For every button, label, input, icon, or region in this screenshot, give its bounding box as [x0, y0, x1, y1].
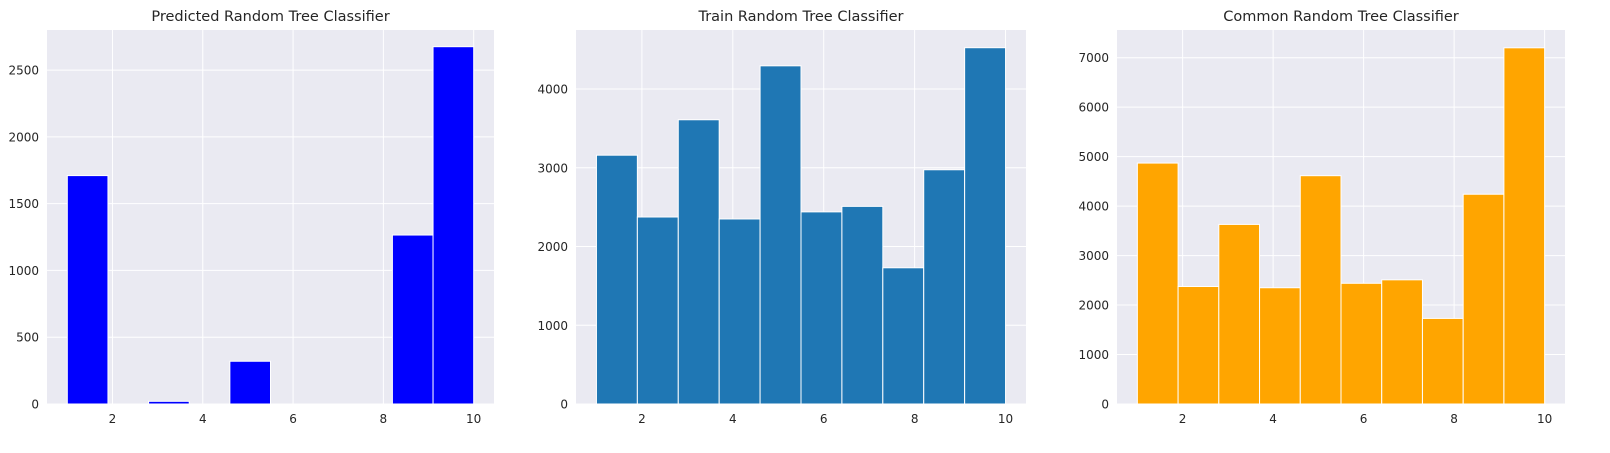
train-x-tick-label-3: 8	[911, 412, 919, 426]
train-bar-0	[595, 154, 638, 405]
train-bar-2	[677, 119, 720, 405]
predicted-y-tick-label-3: 1500	[8, 197, 39, 211]
common-x-tick-label-0: 2	[1179, 412, 1187, 426]
train-bar-6	[841, 205, 884, 405]
predicted-bar-8	[391, 234, 434, 405]
chart-train: 0 1000 2000 3000 4000 2 4 6 8 10 Train Random Tree…	[520, 0, 1060, 449]
train-x-tick-label-4: 10	[998, 412, 1013, 426]
predicted-x-tick-label-1: 4	[199, 412, 207, 426]
common-y-tick-label-7: 7000	[1078, 51, 1109, 65]
common-y-tick-label-5: 5000	[1078, 150, 1109, 164]
train-x-tick-label-0: 2	[638, 412, 646, 426]
common-bar-3	[1259, 287, 1301, 405]
common-bar-4	[1299, 175, 1342, 405]
train-bar-4	[759, 65, 802, 405]
common-bar-7	[1421, 317, 1464, 405]
predicted-bar-4	[229, 360, 271, 405]
chart-train-svg: 0 1000 2000 3000 4000 2 4 6 8 10 Train Random Tree…	[537, 9, 1026, 426]
common-bar-8	[1462, 193, 1505, 405]
common-y-tick-label-6: 6000	[1078, 101, 1109, 115]
train-chart-title: Train Random Tree Classifier	[697, 9, 903, 25]
common-y-tick-label-3: 3000	[1078, 249, 1109, 263]
train-bar-3	[718, 218, 761, 405]
train-bar-5	[800, 211, 843, 405]
chart-common: 0 1000 2000 3000 4000 5000 6000 7000 2 4 6 8 10 Commo…	[1060, 0, 1610, 449]
train-bar-1	[636, 216, 679, 405]
train-y-tick-label-4: 4000	[537, 83, 568, 97]
common-bar-0	[1136, 162, 1179, 405]
predicted-x-tick-label-2: 6	[289, 412, 297, 426]
common-y-tick-label-0: 0	[1101, 398, 1109, 412]
predicted-y-tick-label-4: 2000	[8, 130, 39, 144]
train-y-tick-label-0: 0	[560, 398, 568, 412]
predicted-bar-0	[66, 175, 109, 405]
common-bar-2	[1218, 223, 1261, 405]
chart-predicted-svg: 0 500 1000 1500 2000 2500 2 4 6 8 10 Predicted Rand…	[8, 9, 494, 426]
common-bar-9	[1503, 47, 1546, 405]
predicted-y-tick-label-1: 500	[16, 331, 39, 345]
common-bar-1	[1177, 286, 1220, 405]
common-y-tick-label-1: 1000	[1078, 348, 1109, 362]
predicted-x-tick-label-4: 10	[466, 412, 481, 426]
train-x-tick-label-1: 4	[729, 412, 737, 426]
common-y-tick-label-2: 2000	[1078, 299, 1109, 313]
train-bar-7	[882, 267, 925, 405]
predicted-y-tick-label-2: 1000	[8, 264, 39, 278]
common-bar-5	[1340, 282, 1383, 405]
common-x-tick-label-4: 10	[1537, 412, 1552, 426]
common-x-tick-label-1: 4	[1269, 412, 1277, 426]
predicted-y-tick-label-0: 0	[31, 398, 39, 412]
predicted-bar-2	[148, 400, 190, 405]
chart-predicted: 0 500 1000 1500 2000 2500 2 4 6 8 10 Predicted Rand…	[0, 0, 520, 449]
common-x-tick-label-2: 6	[1360, 412, 1368, 426]
train-y-tick-label-2: 2000	[537, 240, 568, 254]
predicted-x-tick-label-3: 8	[380, 412, 388, 426]
common-chart-title: Common Random Tree Classifier	[1223, 9, 1459, 25]
train-bar-9	[964, 47, 1007, 405]
common-y-tick-label-4: 4000	[1078, 200, 1109, 214]
predicted-bar-9	[432, 46, 475, 405]
predicted-x-tick-label-0: 2	[109, 412, 117, 426]
train-bar-8	[923, 169, 966, 405]
train-y-tick-label-1: 1000	[537, 319, 568, 333]
common-x-tick-label-3: 8	[1450, 412, 1458, 426]
common-bar-6	[1381, 279, 1423, 405]
train-x-tick-label-2: 6	[820, 412, 828, 426]
chart-common-svg: 0 1000 2000 3000 4000 5000 6000 7000 2 4 6 8 10 Commo…	[1078, 9, 1565, 426]
predicted-chart-title: Predicted Random Tree Classifier	[151, 9, 389, 25]
predicted-y-tick-label-5: 2500	[8, 64, 39, 78]
train-y-tick-label-3: 3000	[537, 161, 568, 175]
